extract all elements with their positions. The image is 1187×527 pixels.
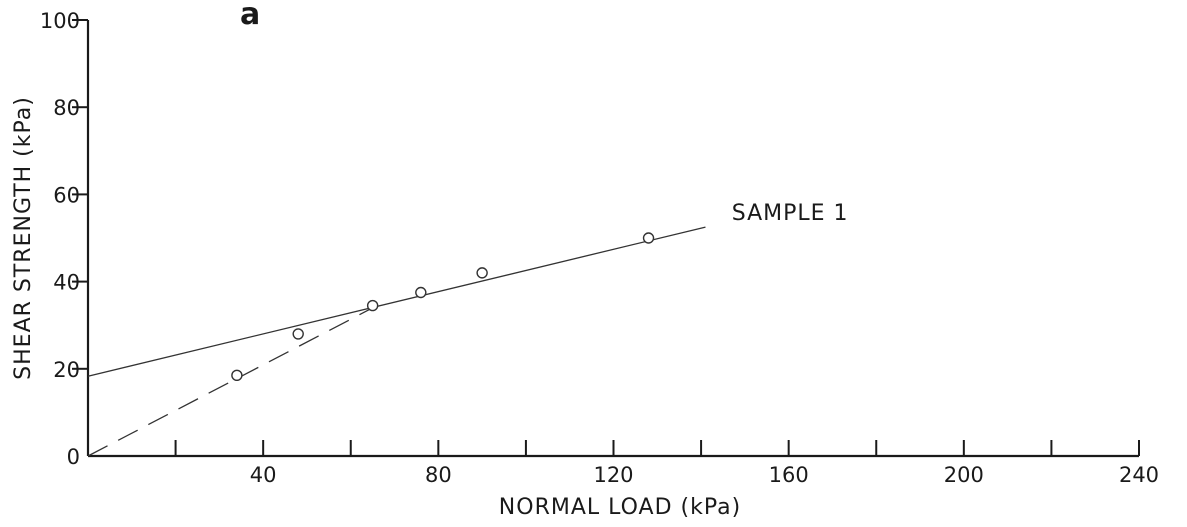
- x-axis-title: NORMAL LOAD (kPa): [499, 495, 741, 520]
- dashed-fit-line: [87, 305, 378, 457]
- data-point: [642, 232, 655, 244]
- y-tick-label: 100: [40, 9, 80, 33]
- data-point: [366, 299, 379, 312]
- y-tick-label: 80: [53, 96, 80, 120]
- data-point: [415, 286, 427, 299]
- ticks: 40 80 120 160 200 240 0 20 40 60 80 100: [40, 9, 1159, 487]
- y-axis-title: SHEAR STRENGTH (kPa): [11, 96, 36, 380]
- y-tick-label: 20: [53, 358, 80, 382]
- data-point: [231, 369, 243, 382]
- solid-fit-line: [87, 226, 706, 377]
- y-tick-label: 0: [67, 445, 80, 469]
- panel-label: a: [240, 0, 260, 32]
- x-tick-label: 240: [1119, 463, 1159, 487]
- series-label: SAMPLE 1: [732, 201, 849, 226]
- x-tick-label: 160: [769, 463, 809, 487]
- y-tick-label: 40: [53, 271, 80, 295]
- fit-lines: [87, 226, 706, 457]
- y-tick-label: 60: [53, 183, 80, 207]
- x-tick-label: 200: [944, 463, 984, 487]
- x-tick-label: 40: [250, 463, 277, 487]
- axes: [86, 20, 1139, 458]
- x-tick-label: 120: [593, 463, 633, 487]
- data-point: [292, 328, 304, 340]
- x-tick-label: 80: [425, 463, 452, 487]
- labels: a SAMPLE 1 NORMAL LOAD (kPa) SHEAR STRENGTH…: [11, 0, 849, 520]
- data-point: [476, 267, 488, 279]
- data-points: [231, 232, 655, 382]
